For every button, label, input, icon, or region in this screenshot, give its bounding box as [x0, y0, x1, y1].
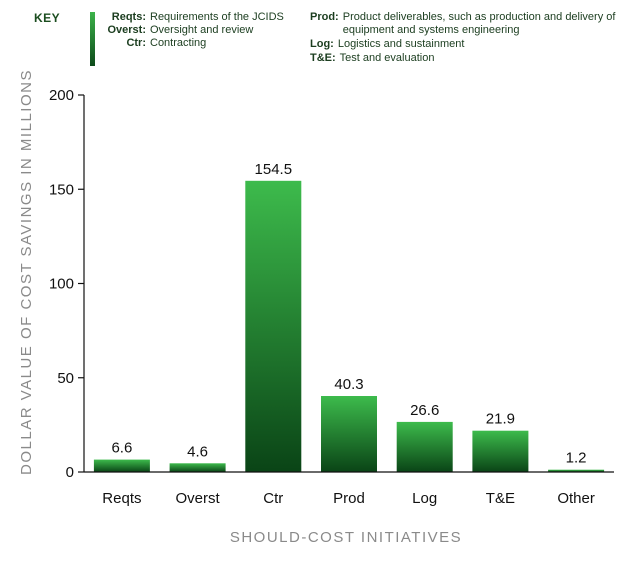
x-tick-label: Reqts [102, 490, 141, 507]
x-tick-label: Other [557, 490, 595, 507]
y-tick-label: 50 [57, 370, 74, 387]
x-tick-label: Prod [333, 490, 365, 507]
key-desc: Logistics and sustainment [337, 38, 465, 50]
key-desc: Product deliverables, such as production… [342, 11, 616, 36]
x-tick-label: Overst [176, 490, 221, 507]
bar [93, 459, 150, 472]
y-tick-label: 0 [66, 464, 74, 481]
key-divider [90, 12, 95, 66]
x-tick-label: Log [412, 490, 437, 507]
bar [396, 421, 453, 472]
data-label: 40.3 [334, 376, 363, 393]
key-desc: Requirements of the JCIDS [150, 11, 284, 23]
key-entry: Log: Logistics and sustainment [310, 38, 630, 51]
y-tick-label: 200 [49, 87, 74, 104]
key-entry: Prod: Product deliverables, such as prod… [310, 11, 630, 37]
key-abbr: Ctr: [126, 37, 146, 49]
key-desc: Contracting [150, 37, 207, 49]
key-entry: Ctr: Contracting [102, 37, 312, 50]
key-column-left: Reqts: Requirements of the JCIDS Overst:… [102, 11, 312, 50]
y-axis-title: DOLLAR VALUE OF COST SAVINGS IN MILLIONS [18, 69, 35, 475]
data-label: 154.5 [255, 161, 293, 178]
x-tick-label: T&E [486, 490, 515, 507]
bar [245, 180, 302, 473]
key-column-right: Prod: Product deliverables, such as prod… [310, 11, 630, 66]
y-tick-label: 150 [49, 181, 74, 198]
key-entry: Reqts: Requirements of the JCIDS [102, 11, 312, 24]
key-abbr: Reqts: [111, 11, 146, 23]
bar [472, 430, 529, 472]
x-tick-label: Ctr [263, 490, 283, 507]
data-label: 21.9 [486, 411, 515, 428]
bar [169, 463, 226, 472]
data-label: 4.6 [187, 443, 208, 460]
bar [548, 469, 605, 472]
key-abbr: T&E: [310, 52, 336, 64]
key-abbr: Log: [310, 38, 334, 50]
data-label: 26.6 [410, 402, 439, 419]
key-desc: Test and evaluation [339, 52, 435, 64]
key-desc: Oversight and review [150, 24, 254, 36]
bar [321, 396, 377, 472]
data-label: 6.6 [111, 440, 132, 457]
key-entry: T&E: Test and evaluation [310, 52, 630, 65]
data-label: 1.2 [566, 450, 587, 467]
key-abbr: Prod: [310, 11, 339, 23]
key-entry: Overst: Oversight and review [102, 24, 312, 37]
key-abbr: Overst: [107, 24, 146, 36]
key-title: KEY [34, 11, 61, 25]
x-axis-title: SHOULD-COST INITIATIVES [230, 529, 462, 546]
y-tick-label: 100 [49, 276, 74, 293]
key-legend: KEY Reqts: Requirements of the JCIDS Ove… [30, 8, 630, 70]
